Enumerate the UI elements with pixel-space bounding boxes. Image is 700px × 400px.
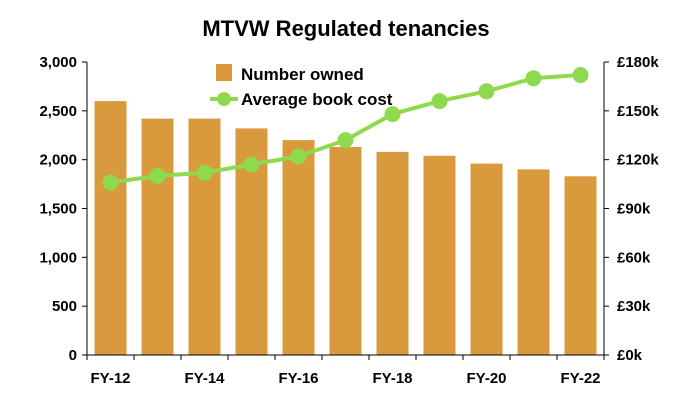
legend-swatch-number-owned: [216, 64, 232, 81]
bar-fy-12: [94, 101, 127, 355]
left-tick-label: 2,000: [39, 152, 77, 169]
bar-fy-19: [423, 155, 456, 355]
legend: Number owned Average book cost: [210, 64, 393, 109]
left-tick-label: 1,500: [39, 201, 77, 218]
line-point-fy-16: [290, 148, 307, 165]
chart-title: MTVW Regulated tenancies: [202, 16, 489, 41]
line-point-fy-15: [243, 156, 260, 173]
right-tick-label: £90k: [617, 201, 651, 218]
line-point-fy-19: [431, 93, 448, 110]
x-tick-label: FY-12: [90, 370, 130, 387]
x-tick-label: FY-14: [184, 370, 225, 387]
bar-fy-22: [564, 176, 597, 355]
right-tick-label: £30k: [617, 298, 651, 315]
axes: 0 500 1,000 1,500 2,000 2,500 3,000 £0k £30k £60k…: [39, 54, 659, 387]
legend-label-average-book-cost: Average book cost: [241, 90, 393, 109]
bar-fy-17: [329, 147, 362, 355]
left-tick-label: 500: [52, 298, 77, 315]
bar-fy-21: [517, 169, 550, 355]
line-point-fy-18: [384, 106, 401, 123]
line-point-fy-22: [572, 67, 589, 83]
left-tick-label: 2,500: [39, 103, 77, 120]
bar-fy-16: [282, 140, 315, 355]
line-point-fy-20: [478, 83, 495, 100]
left-tick-label: 1,000: [39, 249, 77, 266]
right-tick-label: £120k: [617, 152, 659, 169]
line-point-fy-14: [196, 164, 213, 181]
x-tick-label: FY-16: [278, 370, 318, 387]
right-tick-label: £0k: [617, 347, 643, 364]
x-tick-label: FY-22: [560, 370, 600, 387]
line-point-fy-17: [337, 132, 354, 149]
bar-fy-14: [188, 118, 221, 355]
line-point-fy-21: [525, 70, 542, 87]
line-point-fy-12: [102, 174, 119, 191]
right-tick-label: £180k: [617, 54, 659, 71]
left-tick-label: 3,000: [39, 54, 77, 71]
right-tick-label: £60k: [617, 249, 651, 266]
bar-series: [94, 101, 597, 355]
bar-fy-18: [376, 151, 409, 355]
right-tick-label: £150k: [617, 103, 659, 120]
line-series: [102, 67, 589, 191]
x-tick-label: FY-18: [372, 370, 412, 387]
line-point-fy-13: [149, 167, 166, 184]
legend-marker-average-book-cost: [217, 92, 231, 106]
bar-fy-13: [141, 118, 174, 355]
x-tick-label: FY-20: [466, 370, 506, 387]
left-tick-label: 0: [69, 347, 77, 364]
legend-label-number-owned: Number owned: [241, 65, 364, 84]
bar-fy-20: [470, 163, 503, 355]
